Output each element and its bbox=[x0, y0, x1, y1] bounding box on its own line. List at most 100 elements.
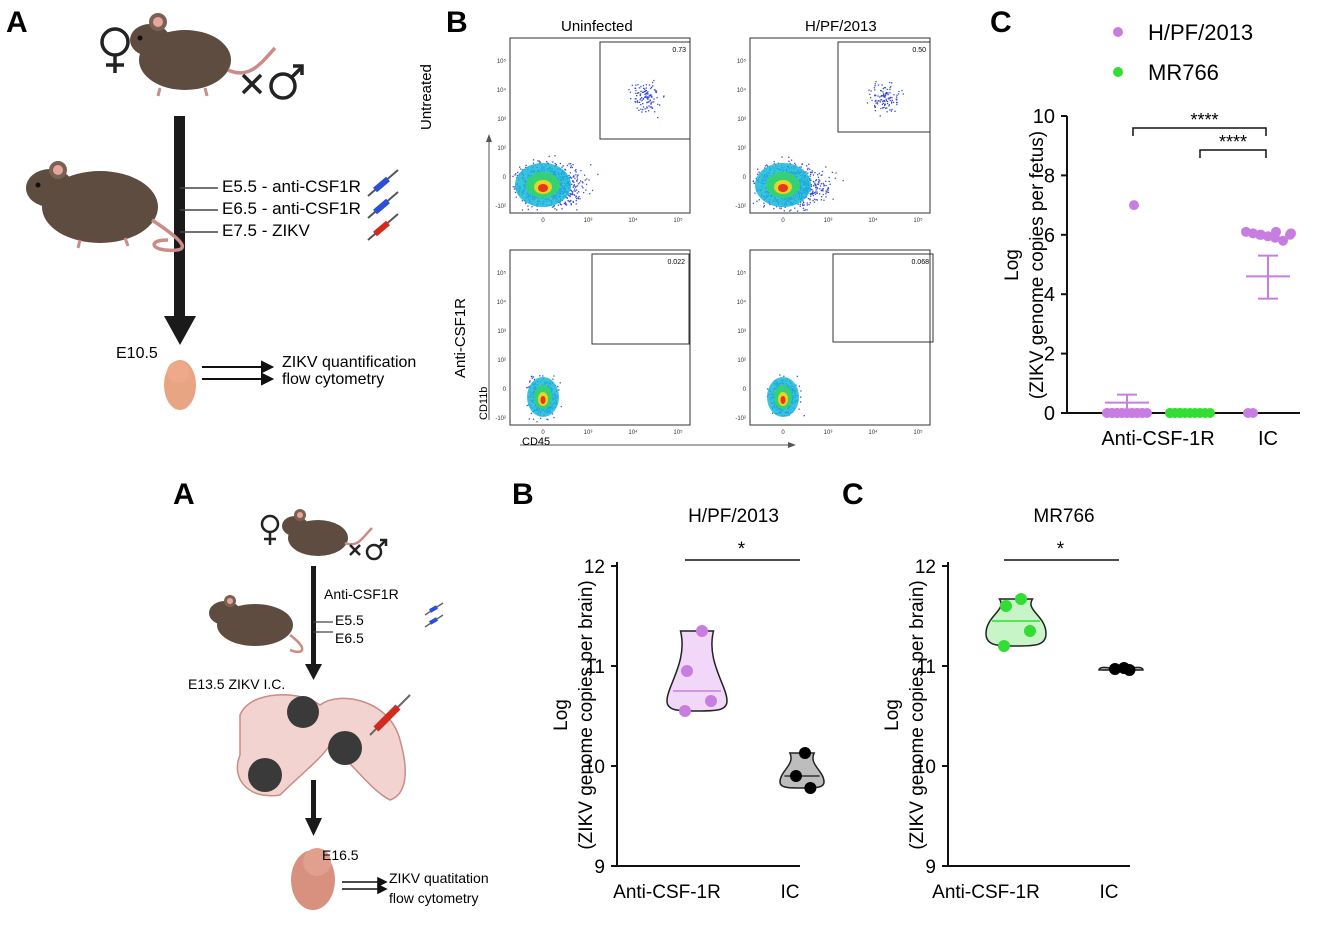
flow-gate bbox=[591, 253, 690, 345]
significance-label: * bbox=[1057, 539, 1065, 560]
top-panel-c-letter: C bbox=[990, 6, 1012, 39]
density-peak bbox=[540, 396, 546, 404]
data-point bbox=[1000, 600, 1012, 612]
chart-title: H/PF/2013 bbox=[688, 506, 779, 527]
data-point bbox=[790, 770, 802, 782]
significance-label: **** bbox=[1219, 132, 1247, 152]
x-category-label: Anti-CSF-1R bbox=[932, 882, 1040, 903]
timeline-arrow-icon bbox=[305, 566, 322, 836]
flow-x-tick: 0 bbox=[541, 430, 545, 436]
flow-gate-value: 0.73 bbox=[672, 47, 686, 54]
pregnant-mouse-icon bbox=[26, 161, 185, 253]
injection-syringe-icon bbox=[369, 694, 411, 736]
data-point bbox=[681, 665, 693, 677]
flow-y-tick: 10⁴ bbox=[497, 299, 507, 306]
y-tick-label: 8 bbox=[1044, 165, 1055, 187]
x-category-label: Anti-CSF-1R bbox=[613, 882, 721, 903]
y-tick-label: 11 bbox=[916, 657, 936, 678]
flow-y-tick: 10⁴ bbox=[497, 87, 507, 94]
mouse-icon bbox=[282, 509, 373, 556]
data-point bbox=[1278, 235, 1288, 246]
data-point bbox=[705, 695, 717, 707]
timeline-arrow-icon bbox=[164, 116, 196, 345]
flow-y-tick: 10⁵ bbox=[737, 58, 747, 65]
x-category-label: Anti-CSF-1R bbox=[1101, 428, 1214, 450]
pregnant-mouse-icon bbox=[209, 595, 304, 654]
flow-plot-2: 0.50 10⁵ 10⁴ 10³ 10² 0 -10² 0 10³ 10⁴ 10⁵ bbox=[735, 37, 931, 224]
flow-x-tick: 10⁵ bbox=[913, 217, 923, 224]
y-tick-label: 2 bbox=[1044, 344, 1055, 366]
flow-y-tick: -10² bbox=[495, 416, 506, 422]
chart-title: MR766 bbox=[1033, 506, 1094, 527]
dose-label-2: E6.5 bbox=[335, 630, 364, 646]
y-axis-label-line2: (ZIKV genome copies per brain) bbox=[907, 580, 928, 849]
data-point bbox=[1137, 408, 1147, 418]
significance-label: **** bbox=[1190, 110, 1218, 130]
outcome-label-2: flow cytometry bbox=[282, 371, 385, 388]
endpoint-label: E10.5 bbox=[116, 345, 158, 362]
y-axis-label-line1: Log bbox=[551, 699, 572, 731]
timeline-label-2: E6.5 - anti-CSF1R bbox=[222, 199, 361, 218]
significance-bracket bbox=[1199, 149, 1267, 158]
flow-y-tick: 10⁵ bbox=[737, 270, 747, 277]
y-tick-label: 10 bbox=[1033, 106, 1055, 128]
flow-x-axis-arrowhead bbox=[788, 442, 796, 448]
bottom-panel-a-letter: A bbox=[173, 478, 195, 511]
female-symbol-icon bbox=[260, 514, 280, 545]
flow-plot-3: 0.022 10⁵ 10⁴ 10³ 10² 0 -10² 0 10³ 10⁴ 10⁵ bbox=[495, 249, 691, 436]
y-tick-label: 9 bbox=[925, 857, 936, 878]
data-point bbox=[1015, 593, 1027, 605]
legend-label: H/PF/2013 bbox=[1148, 20, 1253, 45]
top-schematic bbox=[26, 13, 399, 410]
density-peak bbox=[538, 184, 548, 192]
y-tick-label: 10 bbox=[584, 757, 605, 778]
timeline-label-3: E7.5 - ZIKV bbox=[222, 221, 310, 240]
cross-male-symbol-icon bbox=[241, 64, 304, 100]
flow-x-tick: 10⁴ bbox=[868, 217, 878, 224]
timeline-label-1: E5.5 - anti-CSF1R bbox=[222, 177, 361, 196]
flow-y-tick: 0 bbox=[503, 387, 507, 393]
flow-x-tick: 10³ bbox=[584, 430, 593, 436]
flow-y-tick: 10⁴ bbox=[737, 87, 747, 94]
flow-y-tick: 10⁵ bbox=[497, 58, 507, 65]
density-peak bbox=[778, 184, 788, 192]
bottom-outcome-label-1: ZIKV quatitation bbox=[389, 870, 489, 886]
y-axis-label-line2: (ZIKV genome copies per brain) bbox=[576, 580, 597, 849]
flow-gate-value: 0.068 bbox=[911, 259, 929, 266]
data-point bbox=[1129, 200, 1139, 211]
top-panel-b-letter: B bbox=[446, 6, 468, 39]
flow-gate bbox=[837, 41, 931, 133]
flow-x-tick: 10³ bbox=[824, 218, 833, 224]
data-point bbox=[679, 705, 691, 717]
data-point bbox=[1286, 228, 1296, 239]
flow-x-axis-label: CD45 bbox=[522, 436, 551, 448]
top-panel-a-letter: A bbox=[6, 6, 28, 39]
flow-y-tick: -10² bbox=[495, 204, 506, 210]
flow-y-tick: 10² bbox=[497, 146, 506, 152]
flow-x-tick: 10³ bbox=[584, 218, 593, 224]
flow-col-header-1: Uninfected bbox=[561, 18, 633, 35]
significance-bracket bbox=[1132, 127, 1267, 136]
y-axis-label-line2: (ZIKV genome copies per fetus) bbox=[1027, 131, 1048, 399]
cross-male-symbol-icon bbox=[349, 538, 388, 561]
density-peak bbox=[780, 396, 786, 404]
x-category-label: IC bbox=[781, 882, 800, 903]
syringe-icon bbox=[367, 169, 399, 241]
fetus-icon bbox=[291, 848, 335, 910]
flow-gate bbox=[832, 253, 934, 343]
flow-y-tick: 10³ bbox=[497, 117, 506, 123]
y-tick-label: 9 bbox=[594, 857, 605, 878]
y-tick-label: 6 bbox=[1044, 225, 1055, 247]
flow-y-tick: -10² bbox=[735, 204, 746, 210]
data-point bbox=[1248, 408, 1258, 418]
flow-x-tick: 0 bbox=[541, 218, 545, 224]
y-axis-label-line1: Log bbox=[1002, 249, 1023, 281]
treatment-label: Anti-CSF1R bbox=[324, 586, 399, 602]
flow-y-tick: -10² bbox=[735, 416, 746, 422]
flow-x-tick: 10³ bbox=[824, 430, 833, 436]
mouse-icon bbox=[130, 13, 277, 97]
output-arrows-icon bbox=[342, 876, 388, 895]
flow-y-tick: 10³ bbox=[497, 329, 506, 335]
